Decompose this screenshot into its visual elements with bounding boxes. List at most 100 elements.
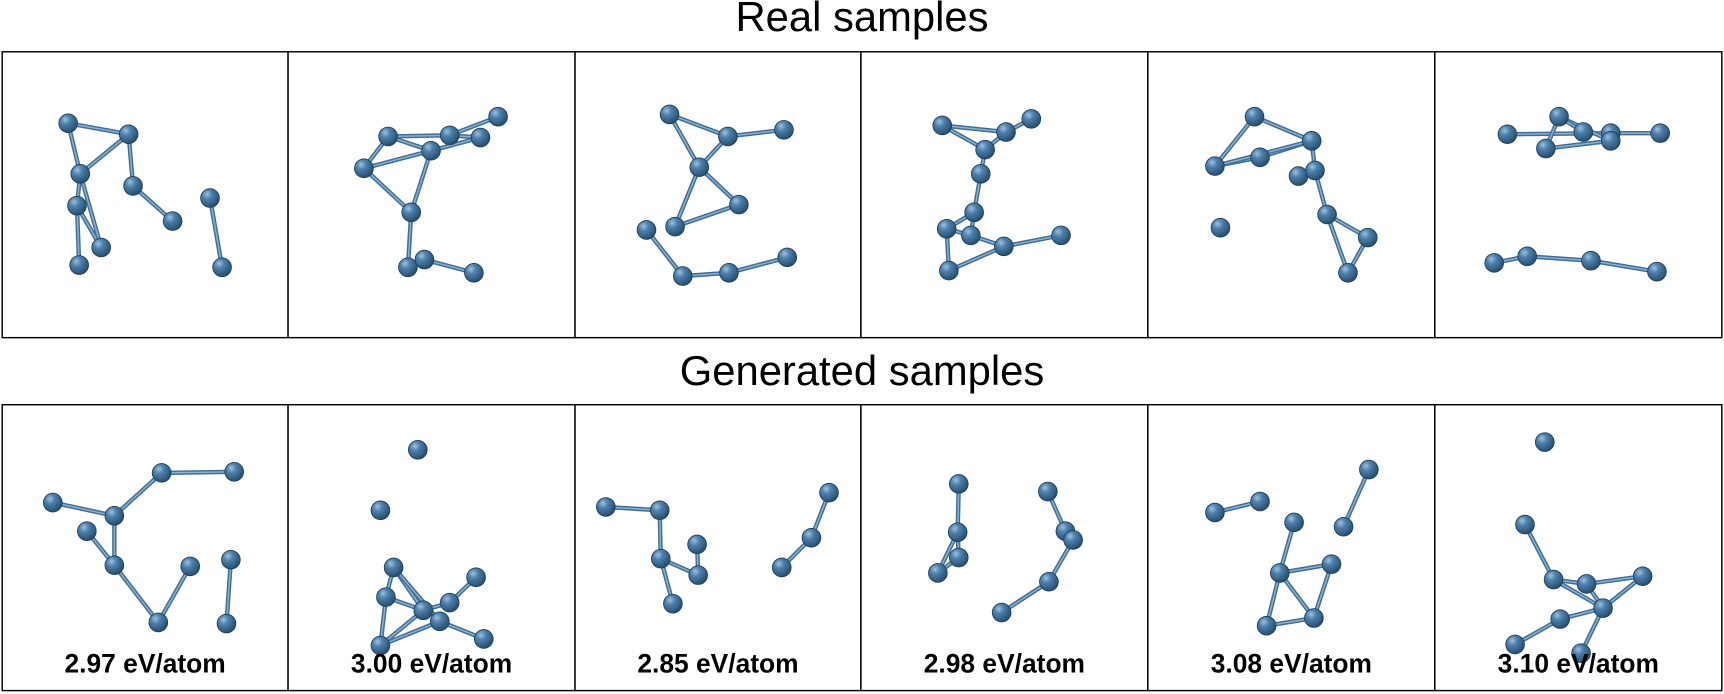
- bond-highlight: [1342, 468, 1370, 528]
- atom: [1051, 225, 1071, 246]
- bond-highlight: [363, 150, 432, 170]
- atom: [1288, 166, 1309, 186]
- atom: [928, 563, 948, 583]
- atom: [1305, 160, 1325, 181]
- atom: [651, 548, 671, 569]
- bond-highlight: [948, 245, 1005, 272]
- bond-highlight: [52, 501, 116, 517]
- atom: [1317, 204, 1337, 225]
- atom: [687, 534, 707, 555]
- atom: [354, 158, 374, 179]
- atom: [148, 612, 169, 633]
- atom: [1039, 571, 1059, 592]
- atom: [224, 462, 244, 482]
- atom: [162, 211, 183, 231]
- atom: [689, 157, 710, 178]
- atom: [473, 629, 494, 649]
- panel-frame: [860, 404, 1149, 692]
- atom: [408, 440, 428, 460]
- atom: [70, 164, 91, 184]
- atom: [1256, 615, 1277, 636]
- atom: [439, 592, 460, 613]
- atom: [596, 497, 616, 517]
- atom: [1517, 246, 1537, 267]
- bond-highlight: [387, 134, 451, 138]
- atom: [665, 216, 685, 237]
- atom: [1304, 608, 1324, 628]
- atom: [1210, 217, 1231, 238]
- bond-highlight: [157, 565, 191, 624]
- sample-panel: 2.97 eV/atom: [1, 404, 289, 692]
- bond-highlight: [379, 620, 441, 647]
- atom: [180, 556, 200, 577]
- bond-highlight: [728, 256, 788, 274]
- atom: [1573, 122, 1594, 142]
- atom: [488, 106, 508, 127]
- sample-panel: 2.85 eV/atom: [574, 404, 862, 692]
- bond-highlight: [941, 124, 1007, 133]
- bond-highlight: [113, 564, 160, 624]
- bond-highlight: [79, 133, 130, 175]
- panel-frame: [1147, 51, 1436, 339]
- atom: [1321, 554, 1342, 574]
- bond-highlight: [67, 122, 130, 135]
- bond-highlight: [668, 113, 700, 168]
- atom: [1571, 643, 1591, 663]
- energy-label: 2.97 eV/atom: [64, 648, 225, 678]
- atom: [1550, 609, 1570, 629]
- sample-panel: [1, 51, 289, 339]
- energy-label: 3.10 eV/atom: [1498, 648, 1659, 678]
- panel-frame: [1434, 51, 1723, 339]
- panel-frame: [287, 51, 576, 339]
- sample-panel: 3.10 eV/atom: [1434, 404, 1723, 692]
- atom: [430, 611, 450, 632]
- atom: [1576, 574, 1597, 594]
- atom: [1021, 109, 1042, 129]
- atom: [994, 236, 1014, 257]
- bond-highlight: [674, 166, 700, 228]
- sample-panel: [574, 51, 862, 339]
- atom: [151, 463, 172, 483]
- atom: [42, 492, 63, 513]
- bond-highlight: [410, 150, 432, 214]
- atom: [398, 257, 418, 278]
- atom: [464, 262, 484, 283]
- atom: [1497, 124, 1518, 145]
- atom: [470, 127, 491, 148]
- panel-frame: [1434, 404, 1723, 692]
- atom: [1543, 569, 1564, 590]
- atom: [1593, 598, 1613, 618]
- atom: [1581, 250, 1601, 271]
- atom: [1063, 530, 1083, 550]
- section-title: Generated samples: [680, 347, 1045, 394]
- atom: [688, 565, 708, 585]
- atom: [1270, 563, 1290, 583]
- panel-frame: [574, 51, 862, 339]
- atom: [663, 593, 683, 614]
- panel-frame: [1147, 404, 1436, 692]
- sample-panel: 2.98 eV/atom: [860, 404, 1149, 692]
- sample-panel: 3.00 eV/atom: [287, 404, 576, 692]
- atom: [1650, 123, 1671, 143]
- atom: [948, 547, 969, 568]
- atom: [104, 555, 125, 576]
- bond-highlight: [668, 113, 729, 138]
- energy-label: 2.85 eV/atom: [637, 648, 798, 678]
- atom: [1250, 147, 1270, 168]
- bond-highlight: [113, 472, 163, 517]
- atom: [719, 262, 739, 283]
- sample-panel: [1434, 51, 1723, 339]
- atom: [1338, 262, 1358, 283]
- atom: [383, 557, 404, 578]
- atom: [939, 260, 959, 281]
- atom: [948, 474, 969, 494]
- atom: [936, 219, 957, 239]
- atom: [1357, 227, 1378, 248]
- atom: [961, 225, 981, 246]
- atom: [376, 587, 396, 607]
- sample-panel: [287, 51, 576, 339]
- energy-label: 3.00 eV/atom: [351, 648, 512, 678]
- atom: [77, 521, 97, 541]
- bond-highlight: [76, 205, 80, 266]
